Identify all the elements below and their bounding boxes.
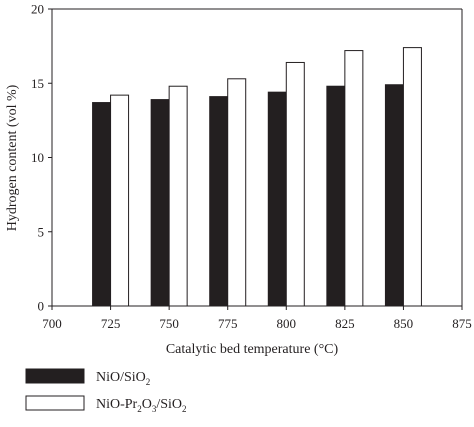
- legend-label-nio-sio2: NiO/SiO2: [96, 370, 150, 387]
- x-tick-label: 800: [277, 316, 297, 331]
- bar-nio-sio2-850: [384, 84, 404, 307]
- bar-nio-sio2-800: [267, 91, 287, 307]
- bar-nio-pr2o3-sio2-850: [402, 47, 422, 307]
- legend-swatch-nio-pr2o3-sio2: [25, 395, 85, 411]
- bar-nio-pr2o3-sio2-750: [168, 85, 188, 307]
- legend-swatch-nio-sio2: [25, 368, 85, 384]
- y-tick-label: 0: [38, 299, 45, 314]
- y-tick-label: 5: [38, 224, 45, 239]
- y-tick-label: 15: [31, 76, 44, 91]
- legend-label-nio-pr2o3-sio2: NiO-Pr2O3/SiO2: [96, 397, 187, 414]
- y-tick-label: 20: [31, 2, 44, 17]
- x-tick-label: 875: [452, 316, 472, 331]
- bar-nio-sio2-725: [92, 102, 112, 307]
- x-tick-label: 850: [394, 316, 414, 331]
- axes-layer: 0 5 10 15 20 700 725 750 775 800 825 850 875: [31, 2, 472, 332]
- x-tick-label: 750: [159, 316, 179, 331]
- bar-nio-sio2-825: [326, 85, 346, 307]
- bar-nio-sio2-775: [209, 96, 229, 307]
- bar-nio-pr2o3-sio2-800: [285, 61, 305, 307]
- y-axis-label: Hydrogen content (vol %): [5, 84, 20, 231]
- bar-nio-pr2o3-sio2-825: [344, 50, 364, 307]
- bar-nio-sio2-750: [150, 99, 170, 307]
- y-tick-label: 10: [31, 150, 44, 165]
- x-axis-label: Catalytic bed temperature (°C): [166, 342, 339, 357]
- x-tick-label: 700: [42, 316, 62, 331]
- bars-layer: [92, 47, 422, 307]
- x-tick-label: 725: [101, 316, 121, 331]
- legend: NiO/SiO2 NiO-Pr2O3/SiO2: [25, 368, 187, 414]
- bar-nio-pr2o3-sio2-775: [227, 78, 247, 307]
- x-tick-label: 825: [335, 316, 355, 331]
- bar-nio-pr2o3-sio2-725: [110, 94, 130, 307]
- x-tick-label: 775: [218, 316, 238, 331]
